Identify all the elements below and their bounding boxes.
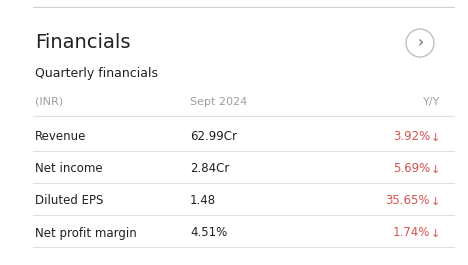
Text: 35.65%: 35.65%: [386, 195, 430, 207]
Text: Financials: Financials: [35, 33, 131, 52]
Text: 4.51%: 4.51%: [190, 227, 227, 240]
Text: Revenue: Revenue: [35, 130, 87, 144]
Text: 1.48: 1.48: [190, 195, 216, 207]
Text: Net profit margin: Net profit margin: [35, 227, 137, 240]
Text: 5.69%: 5.69%: [393, 162, 430, 175]
Text: 1.74%: 1.74%: [393, 227, 430, 240]
Text: Quarterly financials: Quarterly financials: [35, 67, 158, 80]
Text: (INR): (INR): [35, 97, 63, 107]
Text: 62.99Cr: 62.99Cr: [190, 130, 237, 144]
Text: Y/Y: Y/Y: [423, 97, 440, 107]
Text: ›: ›: [418, 36, 424, 51]
Text: Sept 2024: Sept 2024: [190, 97, 247, 107]
Text: ↓: ↓: [431, 229, 440, 239]
Text: Net income: Net income: [35, 162, 102, 175]
Text: ↓: ↓: [431, 165, 440, 175]
Text: Diluted EPS: Diluted EPS: [35, 195, 103, 207]
Text: ↓: ↓: [431, 197, 440, 207]
Text: 2.84Cr: 2.84Cr: [190, 162, 229, 175]
Text: ↓: ↓: [431, 133, 440, 143]
Text: 3.92%: 3.92%: [393, 130, 430, 144]
